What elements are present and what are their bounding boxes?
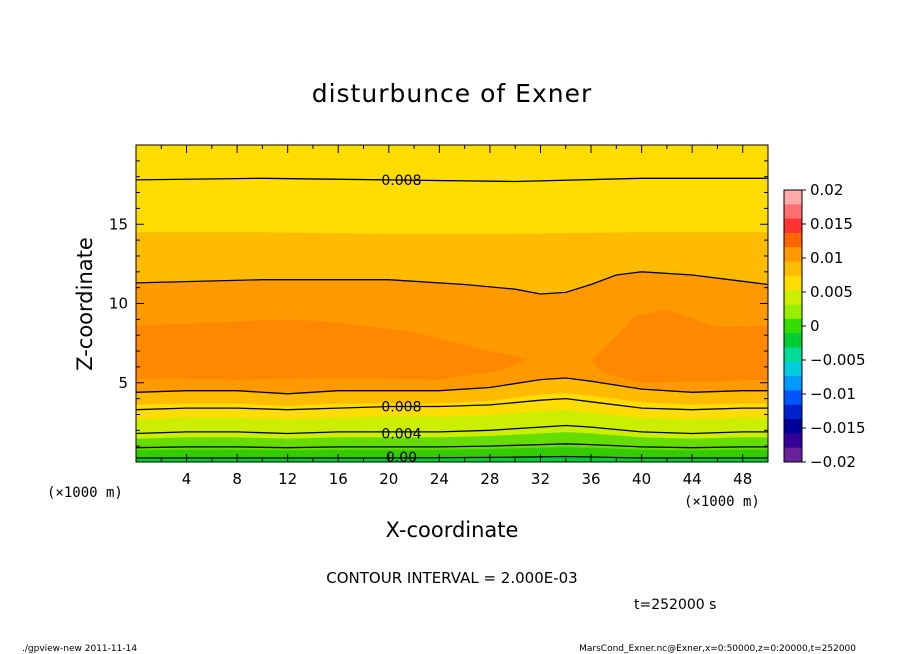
x-tick-label: 32: [531, 470, 550, 488]
colorbar-swatch: [784, 419, 802, 434]
x-axis-unit: (×1000 m): [684, 494, 760, 510]
colorbar-swatch: [784, 204, 802, 220]
x-tick-label: 12: [278, 470, 297, 488]
colorbar-swatch: [784, 361, 802, 377]
colorbar-swatch: [784, 447, 802, 463]
x-tick-label: 44: [683, 470, 702, 488]
colorbar-swatch: [784, 333, 802, 348]
colorbar-swatch: [784, 290, 802, 306]
x-axis-ticks: 4 8 12 16 20 24 28 32 36 40 44 48: [135, 145, 769, 488]
colorbar-swatch: [784, 433, 802, 449]
chart-title: disturbunce of Exner: [312, 79, 593, 108]
contour-line-0.008: [135, 377, 768, 395]
colorbar-swatch: [784, 275, 802, 291]
colorbar-swatch: [784, 232, 802, 248]
colorbar: 0.02 0.015 0.01 0.005 0 −0.005 −0.01 −0.015 −0.0…: [783, 181, 866, 471]
contour-line-0.004: [135, 424, 768, 435]
x-tick-label: 28: [480, 470, 499, 488]
contour-label: 0.008: [381, 400, 421, 416]
y-axis-label: Z-coordinate: [73, 237, 97, 371]
x-axis-label: X-coordinate: [386, 518, 519, 542]
contour-line-0.002: [135, 443, 768, 449]
colorbar-label: −0.015: [810, 419, 866, 437]
colorbar-swatch: [784, 190, 802, 205]
y-axis-unit: (×1000 m): [47, 485, 123, 501]
x-tick-label: 4: [182, 470, 192, 488]
colorbar-label: −0.005: [810, 351, 866, 369]
contour-label: 0.00: [386, 450, 417, 466]
x-tick-label: 20: [379, 470, 398, 488]
y-tick-label: 5: [118, 374, 128, 392]
filled-contours: [136, 145, 768, 462]
y-axis-ticks: 5 10 15: [109, 144, 768, 463]
contour-label: 0.004: [381, 426, 421, 442]
contour-line-0.01: [135, 271, 769, 295]
colorbar-swatch: [784, 304, 802, 320]
contour-line-0.006: [135, 397, 768, 411]
footer-left: ./gpview-new 2011-11-14: [22, 644, 137, 654]
colorbar-label: 0.02: [810, 181, 843, 199]
y-tick-label: 15: [109, 215, 128, 233]
colorbar-label: 0.015: [810, 215, 853, 233]
time-stamp: t=252000 s: [634, 597, 716, 613]
colorbar-label: 0.01: [810, 249, 843, 267]
core-right: [591, 309, 768, 383]
band-mid-0: [136, 457, 768, 462]
contour-label: 0.008: [381, 173, 421, 189]
colorbar-label: −0.01: [810, 385, 856, 403]
colorbar-swatch: [784, 247, 802, 263]
colorbar-swatch: [784, 318, 802, 334]
colorbar-swatch: [784, 218, 802, 234]
colorbar-label: 0: [810, 317, 820, 335]
x-tick-label: 36: [581, 470, 600, 488]
colorbar-label: 0.005: [810, 283, 853, 301]
colorbar-label: −0.02: [810, 453, 856, 471]
colorbar-swatch: [784, 261, 802, 277]
x-tick-label: 24: [430, 470, 449, 488]
colorbar-swatch: [784, 347, 802, 363]
core-left: [136, 319, 528, 380]
colorbar-swatch: [784, 390, 802, 406]
x-tick-label: 16: [329, 470, 348, 488]
contour-interval: CONTOUR INTERVAL = 2.000E-03: [326, 569, 577, 587]
colorbar-swatch: [784, 376, 802, 391]
colorbar-swatch: [784, 404, 802, 420]
x-tick-label: 8: [232, 470, 242, 488]
x-tick-label: 40: [632, 470, 651, 488]
footer-right: MarsCond_Exner.nc@Exner,x=0:50000,z=0:20…: [579, 644, 856, 654]
y-tick-label: 10: [109, 295, 128, 313]
x-tick-label: 48: [733, 470, 752, 488]
contour-line-0.008: [135, 177, 768, 183]
